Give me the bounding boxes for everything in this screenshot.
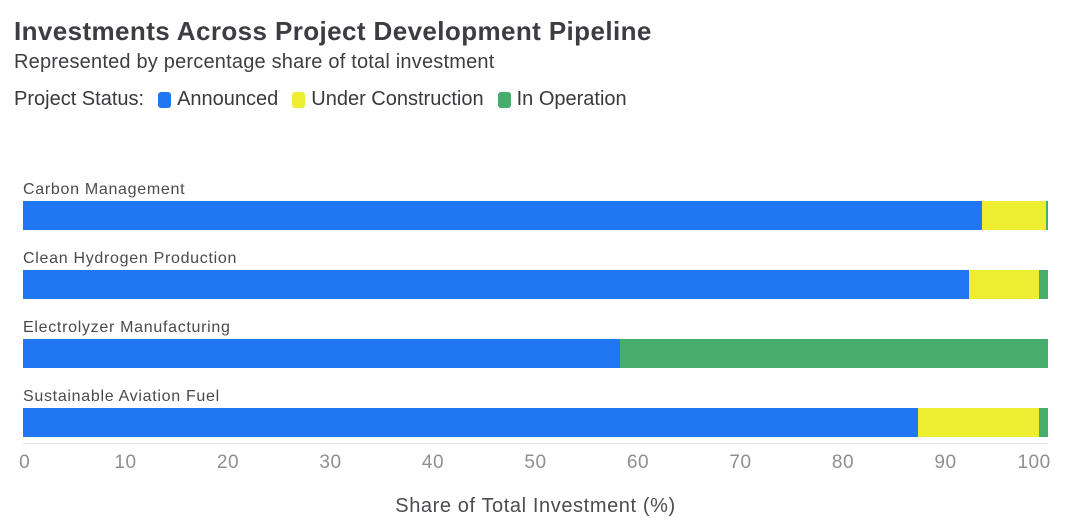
bar-segment-in-operation	[1038, 408, 1048, 437]
chart-row: Sustainable Aviation Fuel	[23, 388, 1048, 457]
x-axis-line	[23, 443, 1048, 444]
stacked-bar	[23, 270, 1048, 299]
bar-segment-announced	[23, 408, 918, 437]
x-tick-label: 70	[729, 452, 752, 473]
category-label: Clean Hydrogen Production	[23, 250, 238, 267]
legend-item-under-construction: Under Construction	[292, 88, 484, 111]
bar-segment-under-construction	[917, 408, 1039, 437]
legend-item-announced: Announced	[158, 88, 278, 111]
category-label: Sustainable Aviation Fuel	[23, 388, 220, 405]
stacked-bar	[23, 339, 1048, 368]
x-tick-label: 60	[626, 452, 650, 473]
page-title: Investments Across Project Development P…	[14, 16, 652, 46]
x-axis-title: Share of Total Investment (%)	[395, 495, 676, 517]
x-tick-label: 90	[934, 452, 957, 473]
stacked-bar	[23, 408, 1048, 437]
plot-area: Carbon Management Clean Hydrogen Producti…	[23, 181, 1048, 457]
bar-segment-under-construction	[969, 270, 1039, 299]
bar-segment-in-operation	[619, 339, 1048, 368]
legend-swatch-icon	[497, 91, 511, 108]
bar-segment-announced	[23, 201, 983, 230]
bar-segment-announced	[23, 339, 620, 368]
category-label: Electrolyzer Manufacturing	[23, 319, 231, 336]
legend-item-label: Under Construction	[311, 88, 484, 110]
category-label: Carbon Management	[23, 181, 186, 198]
x-axis-ticks: 0 10 20 30 40 50 60 70 80 90 100	[19, 452, 1051, 474]
legend-item-label: Announced	[177, 88, 279, 110]
x-tick-label: 40	[421, 452, 445, 473]
bar-segment-in-operation	[1038, 270, 1048, 299]
legend: Project Status: Announced Under Construct…	[14, 88, 627, 111]
x-tick-label: 10	[114, 452, 137, 473]
bar-segment-in-operation	[1045, 201, 1048, 230]
legend-swatch-icon	[292, 91, 306, 108]
stacked-bar	[23, 201, 1048, 230]
legend-label: Project Status:	[14, 88, 145, 110]
chart-row: Electrolyzer Manufacturing	[23, 319, 1048, 388]
page-subtitle: Represented by percentage share of total…	[14, 51, 495, 73]
legend-item-label: In Operation	[516, 88, 627, 110]
x-tick-label: 20	[216, 452, 240, 473]
legend-item-in-operation: In Operation	[497, 88, 627, 111]
bar-segment-announced	[23, 270, 970, 299]
x-tick-label: 80	[831, 452, 855, 473]
chart-row: Carbon Management	[23, 181, 1048, 250]
bar-segment-under-construction	[982, 201, 1046, 230]
x-tick-label: 30	[319, 452, 342, 473]
x-tick-label: 100	[1017, 452, 1051, 473]
x-tick-label: 0	[19, 452, 31, 473]
x-tick-label: 50	[524, 452, 547, 473]
chart-row: Clean Hydrogen Production	[23, 250, 1048, 319]
legend-swatch-icon	[158, 91, 172, 108]
